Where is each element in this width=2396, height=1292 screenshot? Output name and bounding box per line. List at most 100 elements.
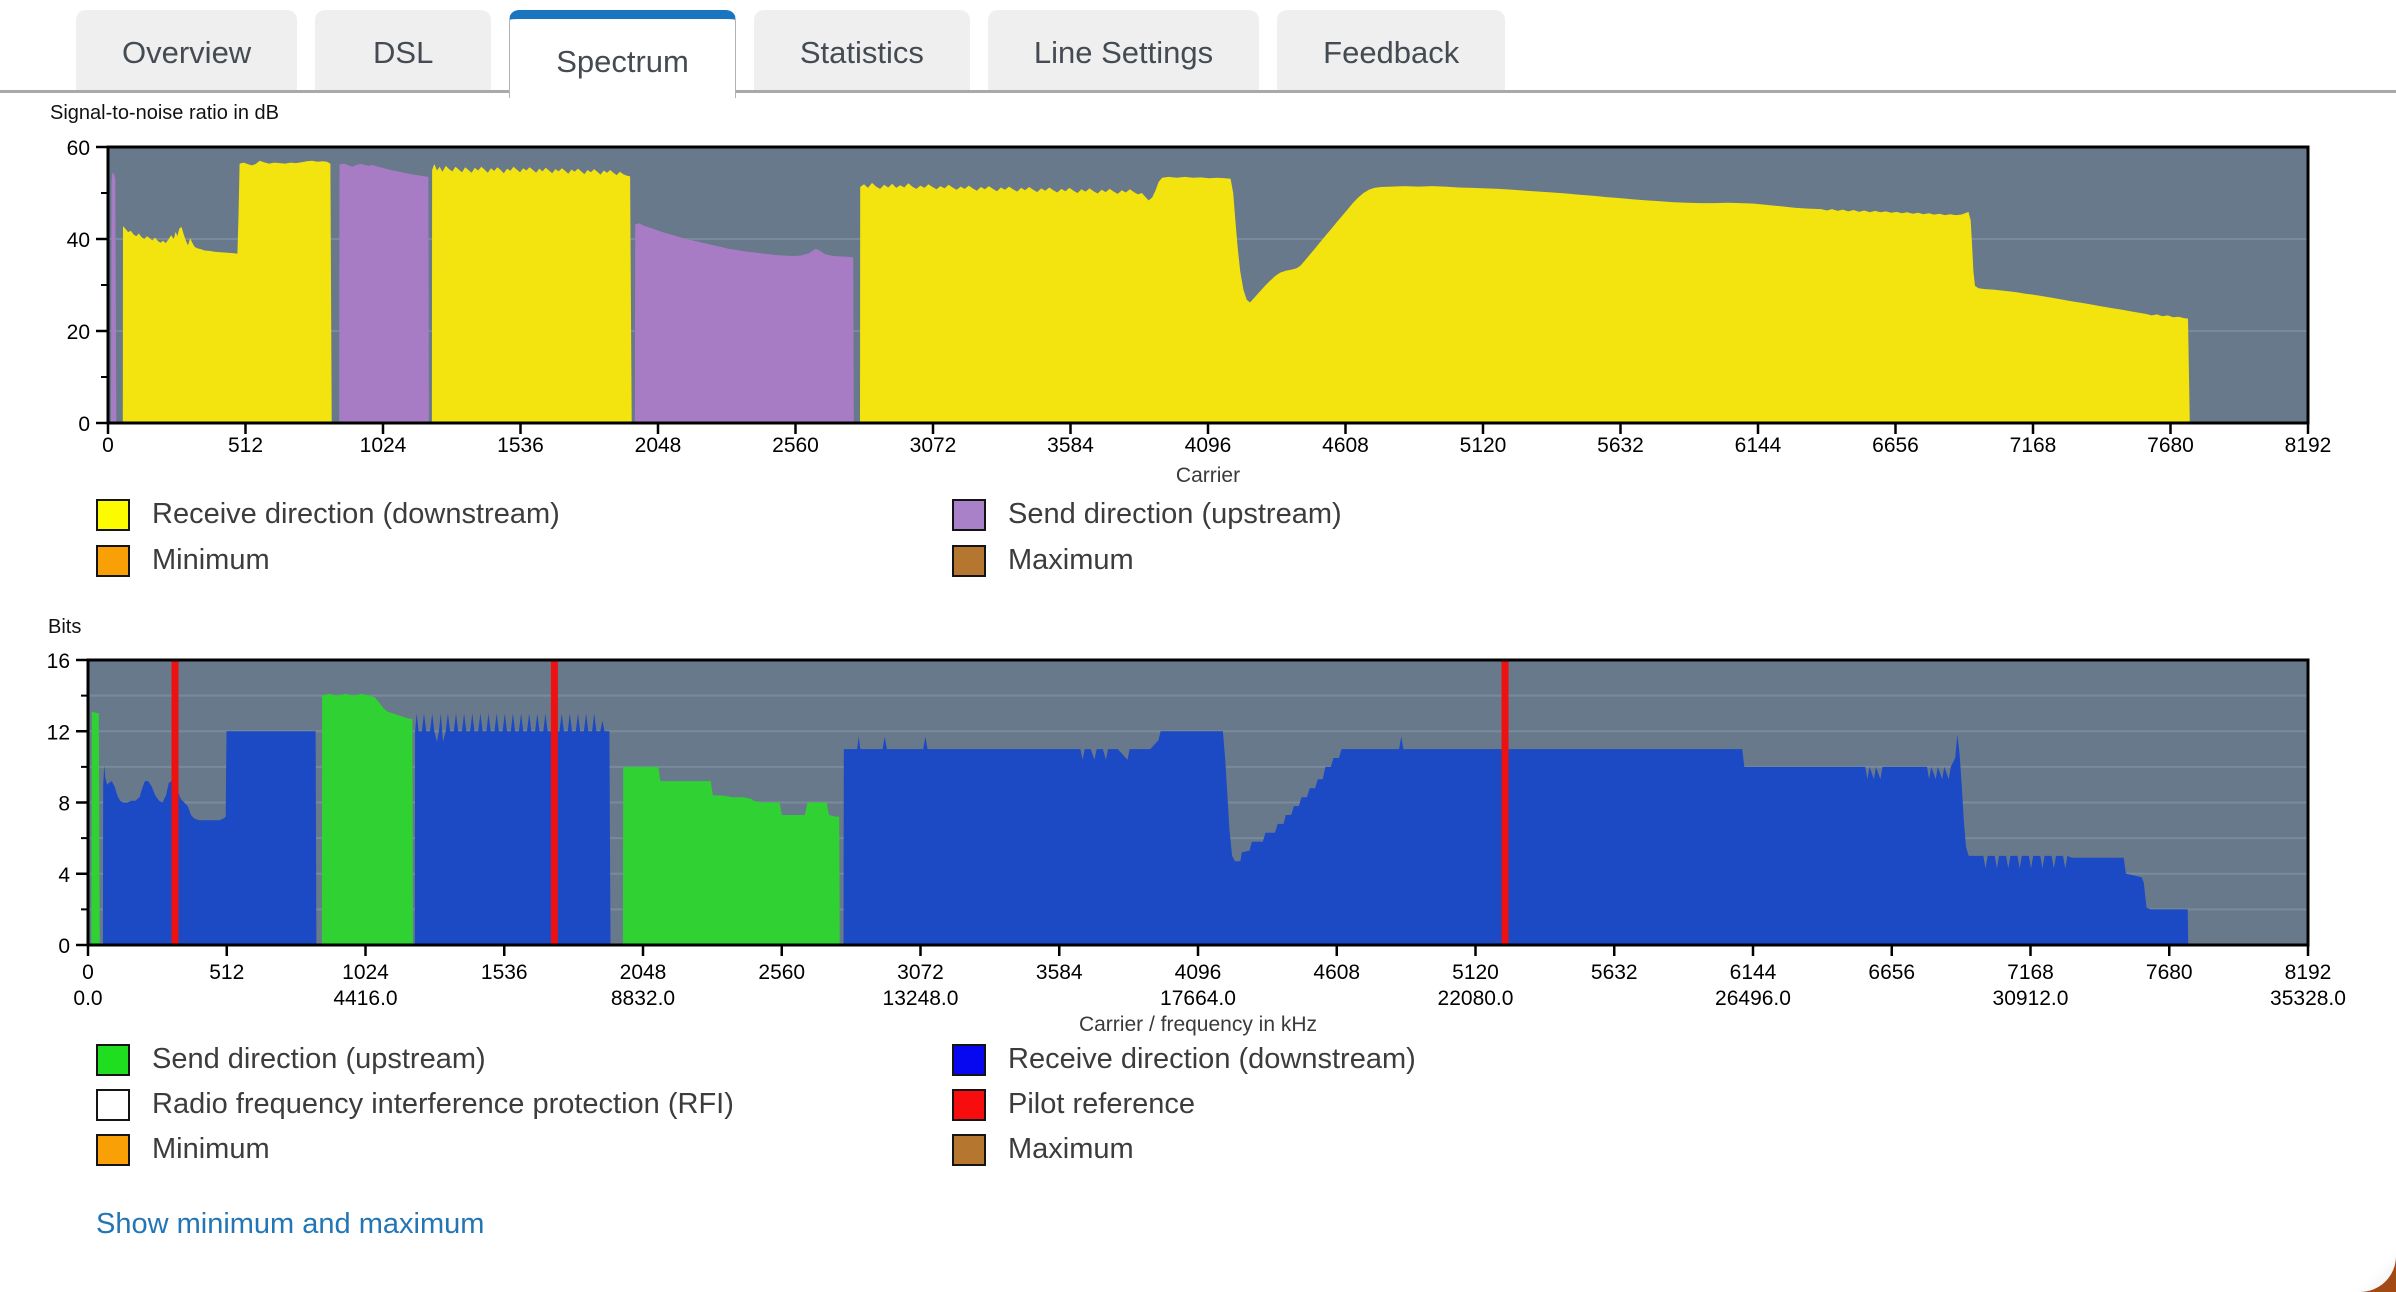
legend-item-bits-minimum: Minimum [96, 1133, 270, 1166]
legend-item-snr-maximum: Maximum [952, 544, 1134, 577]
chart2-label: 7168 [2007, 961, 2054, 984]
chart2-label: Carrier / frequency in kHz [1079, 1013, 1317, 1036]
chart2-label: 4608 [1313, 961, 1360, 984]
chart2-series-downstream-band1 [102, 731, 317, 945]
legend-item-bits-downstream: Receive direction (downstream) [952, 1043, 1416, 1076]
chart1-label: 512 [228, 434, 263, 457]
chart2-label: 17664.0 [1160, 987, 1236, 1010]
chart1-series-upstream-band1 [339, 163, 429, 423]
chart1-label: 7168 [2010, 434, 2057, 457]
tab-overview-label: Overview [122, 35, 252, 70]
chart1-label: 8192 [2285, 434, 2332, 457]
chart1-series-downstream-mid [431, 164, 632, 423]
chart1-label: 5120 [1460, 434, 1507, 457]
minimum-swatch [96, 1133, 130, 1166]
chart2-label: 35328.0 [2270, 987, 2346, 1010]
legend-label: Pilot reference [1008, 1088, 1195, 1120]
downstream-swatch [952, 1043, 986, 1076]
legend-item-bits-maximum: Maximum [952, 1133, 1134, 1166]
legend-label: Send direction (upstream) [152, 1043, 486, 1075]
pilot-swatch [952, 1088, 986, 1121]
snr-chart: 0 512 1024 1536 2048 2560 3072 3584 4096 4608 5120… [67, 137, 2332, 487]
chart1-label: 2560 [772, 434, 819, 457]
tab-spectrum[interactable]: Spectrum [509, 10, 736, 98]
legend-item-bits-rfi: Radio frequency interference protection … [96, 1088, 734, 1121]
chart1-series-downstream-right [860, 176, 2190, 423]
chart2-series-upstream-band1 [321, 693, 413, 945]
chart2-label: 2048 [620, 961, 667, 984]
tab-feedback[interactable]: Feedback [1277, 10, 1506, 90]
chart1-label: 1536 [497, 434, 544, 457]
legend-label: Receive direction (downstream) [152, 498, 560, 530]
chart2-label: 5120 [1452, 961, 1499, 984]
legend-item-bits-pilot: Pilot reference [952, 1088, 1195, 1121]
chart1-series-downstream-left [122, 160, 332, 424]
chart2-label: 8192 [2285, 961, 2332, 984]
chart2-series-upstream-band2 [622, 766, 840, 945]
tab-statistics[interactable]: Statistics [753, 10, 970, 90]
rfi-swatch [96, 1088, 130, 1121]
chart2-series-downstream-band3 [843, 731, 2189, 945]
chart2-label: 1536 [481, 961, 528, 984]
chart1-label: 3072 [910, 434, 957, 457]
legend-label: Maximum [1008, 1133, 1134, 1165]
legend-label: Minimum [152, 1133, 270, 1165]
upstream-swatch [96, 1043, 130, 1076]
bits-chart: 0 512 1024 1536 2048 2560 3072 3584 4096 4608 5120… [47, 650, 2346, 1036]
chart2-label: 1024 [342, 961, 389, 984]
chart2-label: 4416.0 [333, 987, 397, 1010]
chart1-series-upstream-band2 [634, 223, 854, 423]
chart2-label: 4096 [1175, 961, 1222, 984]
chart1-label: 4096 [1185, 434, 1232, 457]
chart2-label: 0 [82, 961, 94, 984]
chart2-label: 6656 [1868, 961, 1915, 984]
chart1-label: 0 [78, 413, 90, 436]
tab-statistics-label: Statistics [799, 35, 924, 70]
legend-label: Minimum [152, 544, 270, 576]
legend-label: Radio frequency interference protection … [152, 1088, 734, 1120]
tab-overview[interactable]: Overview [76, 10, 298, 90]
legend-label: Send direction (upstream) [1008, 498, 1342, 530]
chart1-label: 20 [67, 321, 90, 344]
legend-item-snr-upstream: Send direction (upstream) [952, 498, 1342, 531]
chart2-label: 8832.0 [611, 987, 675, 1010]
chart2-label: 512 [209, 961, 244, 984]
chart1-label: 6144 [1735, 434, 1782, 457]
chart2-series-downstream-band2 [414, 713, 611, 945]
chart2-series-upstream-bar0 [91, 711, 100, 945]
chart2-label: 0 [58, 935, 70, 958]
chart1-label: Carrier [1176, 464, 1240, 487]
snr-chart-title: Signal-to-noise ratio in dB [50, 102, 280, 124]
show-min-max-link[interactable]: Show minimum and maximum [96, 1208, 485, 1240]
chart2-label: 2560 [758, 961, 805, 984]
tab-bar-underline [0, 90, 2396, 93]
maximum-swatch [952, 1133, 986, 1166]
chart2-label: 3584 [1036, 961, 1083, 984]
tab-line-settings-label: Line Settings [1033, 35, 1214, 70]
chart2-label: 13248.0 [883, 987, 959, 1010]
tab-line-settings[interactable]: Line Settings [987, 10, 1260, 90]
legend-item-snr-minimum: Minimum [96, 544, 270, 577]
chart1-label: 5632 [1597, 434, 1644, 457]
chart2-label: 0.0 [73, 987, 102, 1010]
chart2-label: 6144 [1730, 961, 1777, 984]
chart2-label: 5632 [1591, 961, 1638, 984]
tab-feedback-label: Feedback [1323, 35, 1460, 70]
legend-label: Maximum [1008, 544, 1134, 576]
minimum-swatch [96, 544, 130, 577]
tab-bar: Overview DSL Spectrum Statistics Line Se… [76, 10, 1506, 98]
tab-dsl[interactable]: DSL [315, 10, 492, 90]
chart2-label: 26496.0 [1715, 987, 1791, 1010]
chart1-series-upstream-spike [111, 173, 117, 423]
chart2-label: 4 [58, 864, 70, 887]
chart2-label: 16 [47, 650, 70, 673]
chart1-label: 1024 [360, 434, 407, 457]
chart1-label: 2048 [635, 434, 682, 457]
downstream-swatch [96, 498, 130, 531]
page-corner-decoration [2346, 1248, 2396, 1292]
tab-spectrum-label: Spectrum [556, 43, 689, 79]
chart2-label: 3072 [897, 961, 944, 984]
chart2-label: 22080.0 [1438, 987, 1514, 1010]
legend-item-snr-downstream: Receive direction (downstream) [96, 498, 560, 531]
